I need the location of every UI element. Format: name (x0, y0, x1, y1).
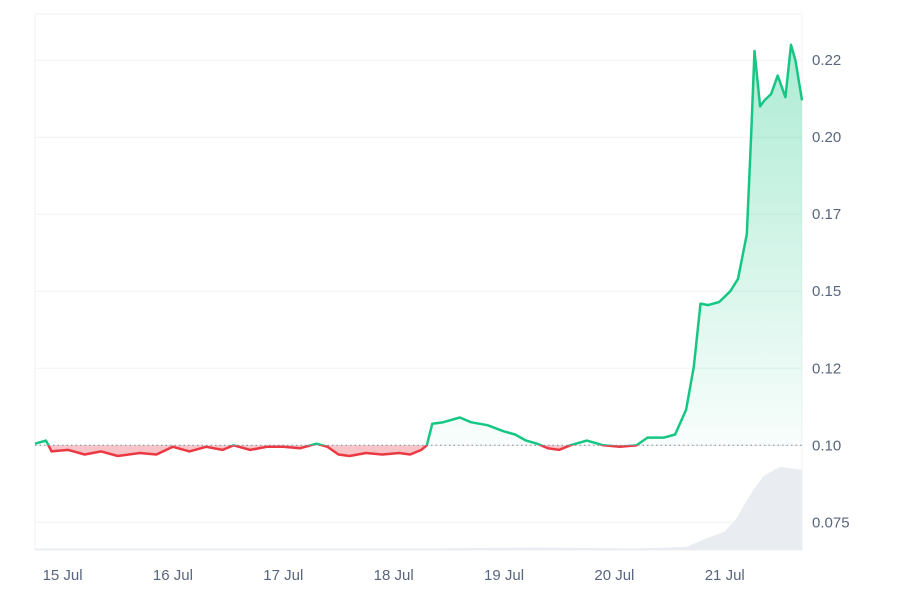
x-tick-label: 20 Jul (594, 567, 634, 584)
y-tick-label: 0.22 (812, 52, 841, 69)
y-axis-ticks: 0.075 0.10 0.12 0.15 0.17 0.20 0.22 (812, 52, 850, 531)
y-tick-label: 0.17 (812, 206, 841, 223)
y-tick-label: 0.20 (812, 129, 841, 146)
plot-frame (34, 13, 803, 551)
x-tick-label: 15 Jul (43, 567, 83, 584)
y-tick-label: 0.15 (812, 283, 841, 300)
y-tick-label: 0.10 (812, 437, 841, 454)
price-line-up (34, 43, 804, 446)
x-tick-label: 17 Jul (263, 567, 303, 584)
x-tick-label: 18 Jul (374, 567, 414, 584)
price-line-down (47, 445, 639, 458)
price-fill (35, 44, 802, 456)
x-tick-label: 16 Jul (153, 567, 193, 584)
y-tick-label: 0.12 (812, 360, 841, 377)
x-tick-label: 19 Jul (484, 567, 524, 584)
x-axis-ticks: 15 Jul 16 Jul 17 Jul 18 Jul 19 Jul 20 Jul 21 J… (43, 567, 745, 584)
price-fill-up (35, 44, 802, 446)
price-line (34, 43, 804, 458)
x-tick-label: 21 Jul (705, 567, 745, 584)
price-fill-down (35, 445, 802, 456)
grid-lines (34, 13, 803, 551)
volume-area (35, 466, 802, 550)
y-tick-label: 0.075 (812, 514, 850, 531)
volume-shape (35, 466, 802, 550)
